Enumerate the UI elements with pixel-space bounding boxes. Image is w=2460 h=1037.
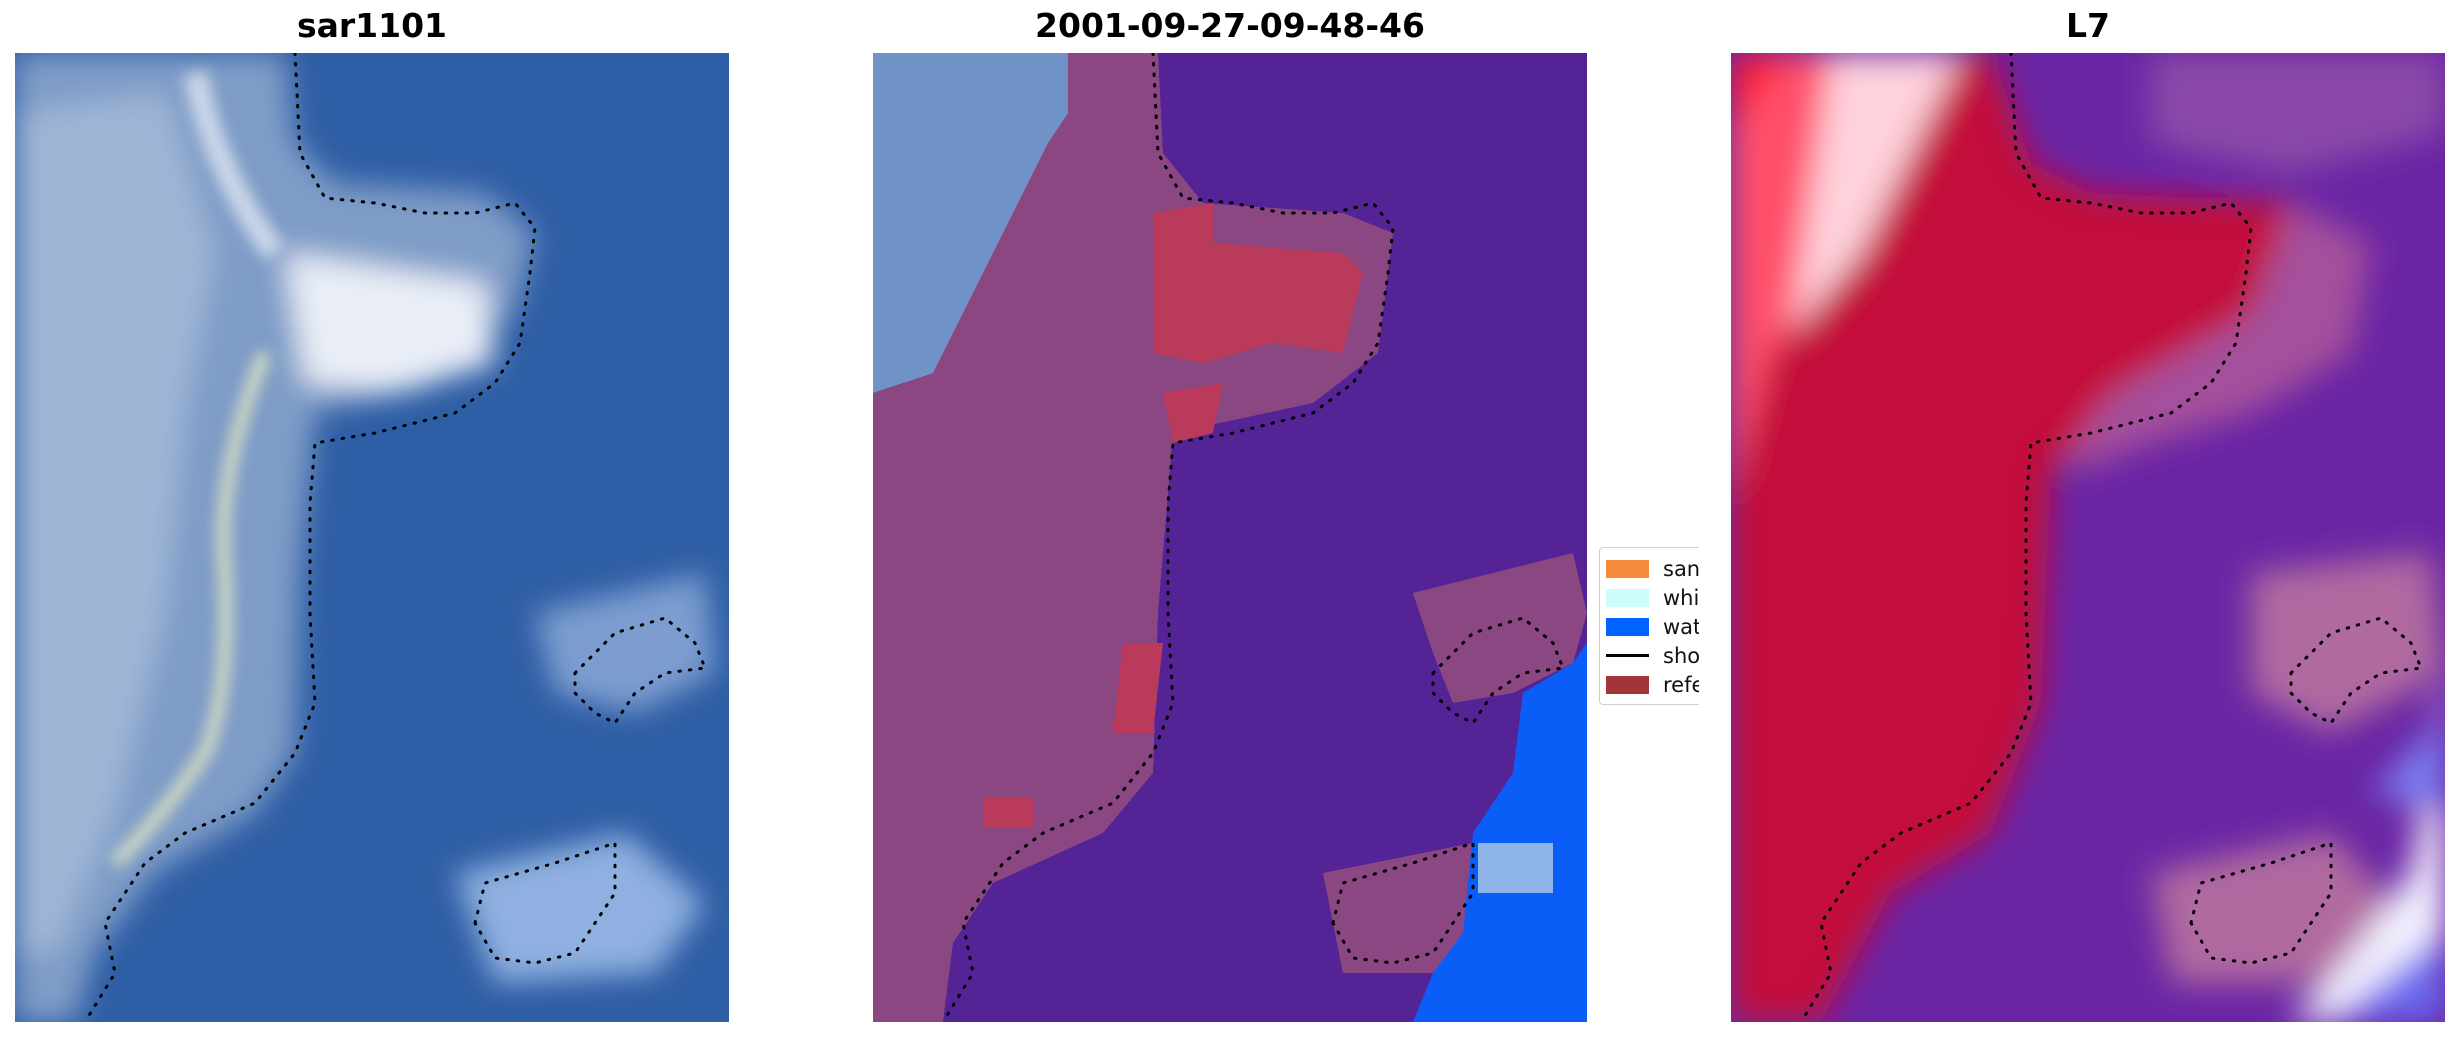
classification-map — [873, 53, 1587, 1022]
legend-label-shoreline: shoreli — [1663, 643, 1699, 668]
panel-title-right: L7 — [2066, 6, 2110, 45]
legend-item-reference: referen — [1600, 670, 1699, 699]
legend-swatch-sand — [1606, 559, 1649, 578]
legend-label-water: water — [1663, 614, 1699, 639]
panel-title-middle: 2001-09-27-09-48-46 — [1035, 6, 1425, 45]
legend-line-shoreline — [1606, 654, 1649, 657]
legend-swatch-whitewater — [1606, 588, 1649, 607]
legend-item-sand: sand — [1600, 554, 1699, 583]
index-heatmap — [1731, 53, 2445, 1022]
legend-label-whitewater: whitew — [1663, 585, 1699, 610]
legend-item-shoreline: shoreli — [1600, 641, 1699, 670]
panel-title-left: sar1101 — [296, 6, 448, 45]
legend-swatch-water — [1606, 617, 1649, 636]
legend-item-water: water — [1600, 612, 1699, 641]
class-legend: sand whitew water shoreli referen — [1599, 547, 1699, 705]
legend-label-sand: sand — [1663, 556, 1699, 581]
legend-swatch-reference — [1606, 675, 1649, 694]
satellite-rgb-image — [15, 53, 729, 1022]
legend-item-whitewater: whitew — [1600, 583, 1699, 612]
legend-label-reference: referen — [1663, 672, 1699, 697]
